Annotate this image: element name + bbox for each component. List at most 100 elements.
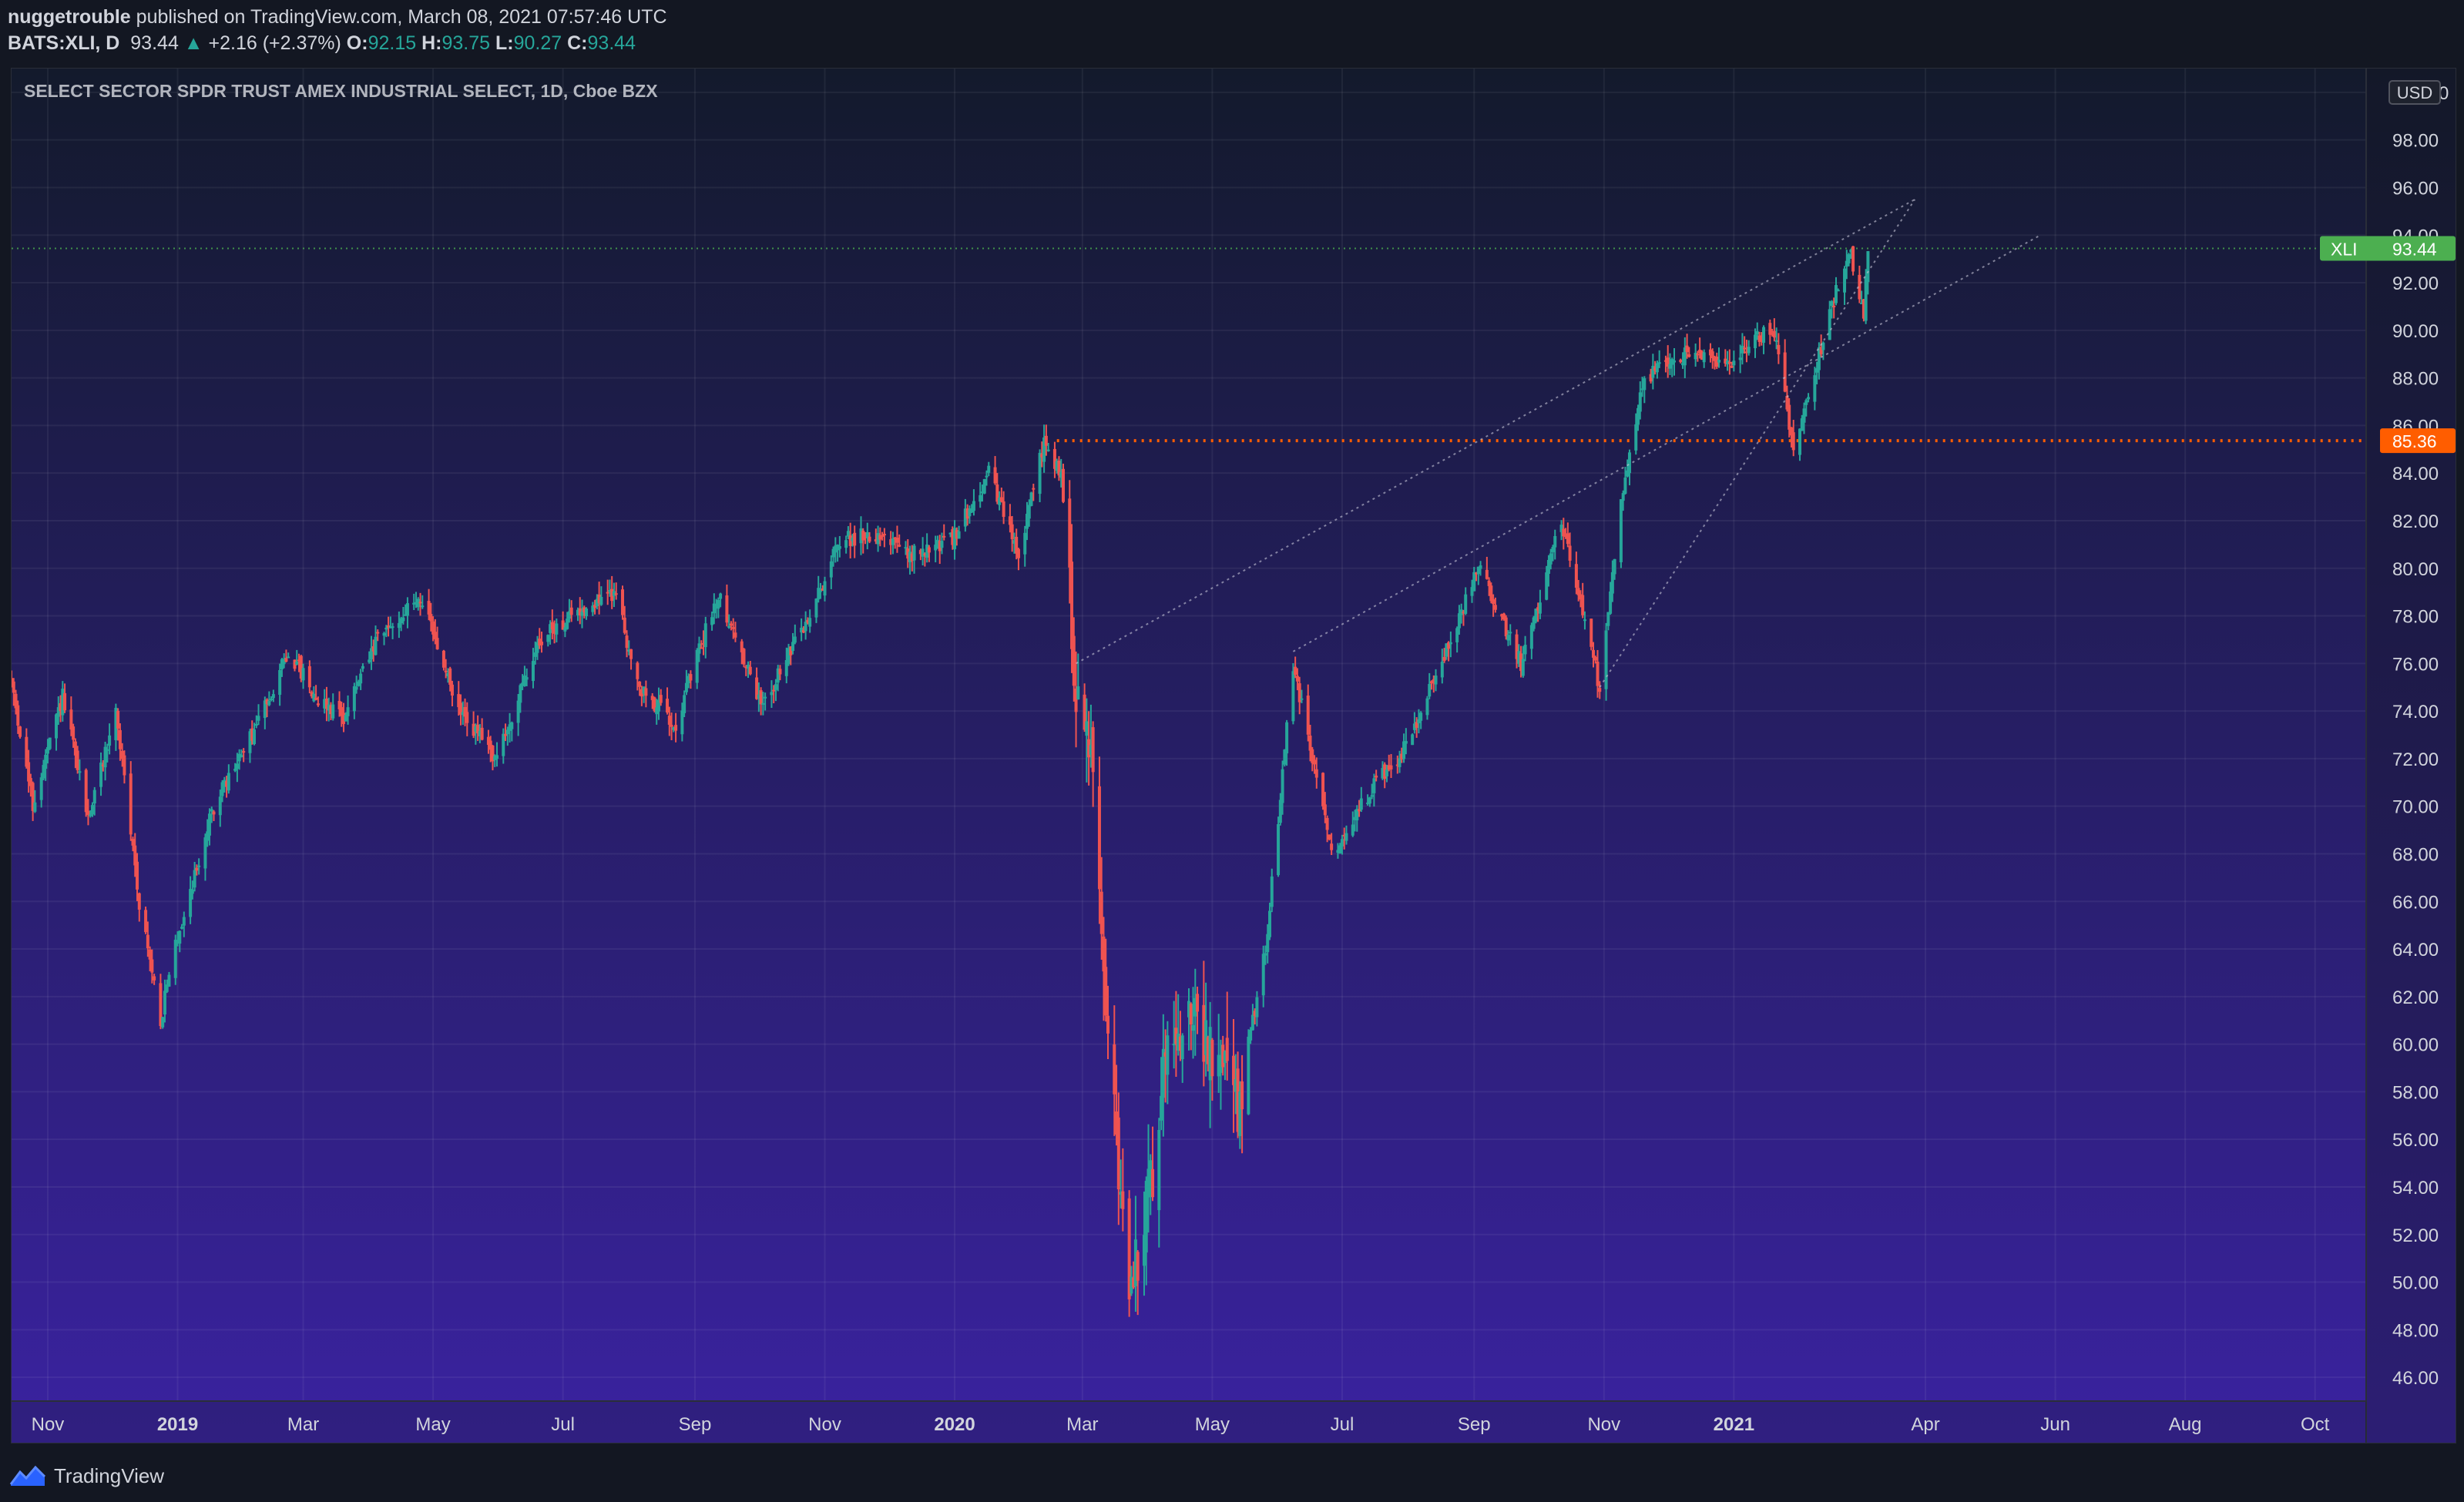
time-tick-label: Nov	[808, 1414, 841, 1435]
candle-body	[898, 545, 901, 547]
candle-body	[1579, 594, 1583, 600]
symbol-label: BATS:XLI, D	[8, 32, 120, 54]
candle-body	[450, 684, 454, 696]
candle-body	[1040, 454, 1044, 458]
chart-background	[12, 69, 2456, 1443]
candle-body	[1285, 722, 1289, 754]
time-axis[interactable]	[12, 1401, 2366, 1443]
candle-body	[710, 617, 714, 625]
candle-body	[742, 649, 746, 665]
candle-body	[1485, 569, 1489, 579]
candle-body	[889, 539, 893, 545]
time-tick-label: Sep	[1458, 1414, 1491, 1435]
price-tick-label: 62.00	[2392, 987, 2439, 1008]
candle-body	[1653, 367, 1657, 371]
candle-body	[1538, 602, 1542, 614]
candle-body	[165, 984, 169, 992]
candle-body	[1008, 516, 1012, 525]
candle-body	[1732, 360, 1736, 366]
candle-body	[405, 603, 409, 616]
candle-body	[1493, 605, 1497, 610]
candle-body	[1012, 540, 1016, 544]
trendlines-layer[interactable]	[1076, 199, 2041, 688]
candle-body	[1385, 769, 1388, 776]
candle-body	[1255, 997, 1259, 1018]
candle-body	[31, 783, 35, 811]
candle-body	[176, 940, 180, 942]
candle-body	[1002, 501, 1005, 518]
candle-body	[1657, 362, 1661, 364]
price-tick-label: 76.00	[2392, 654, 2439, 675]
candle-body	[776, 668, 780, 683]
candle-body	[731, 627, 735, 629]
trendline-steep-support[interactable]	[1599, 199, 1916, 688]
candle-body	[1866, 251, 1870, 283]
candle-body	[133, 845, 137, 866]
price-tick-label: 96.00	[2392, 178, 2439, 199]
candle-body	[666, 699, 670, 713]
price-tick-label: 92.00	[2392, 273, 2439, 294]
candle-body	[1266, 934, 1270, 953]
candle-body	[329, 706, 333, 715]
candle-body	[250, 728, 254, 741]
candle-body	[488, 740, 492, 750]
candle-body	[1370, 795, 1374, 797]
candle-body	[774, 684, 777, 690]
candle-body	[552, 624, 556, 634]
candle-body	[1068, 498, 1072, 568]
candle-body	[505, 729, 509, 735]
candle-body	[951, 529, 955, 545]
candle-body	[935, 539, 939, 549]
candle-body	[1821, 342, 1825, 350]
candle-body	[307, 666, 311, 688]
candle-body	[92, 790, 96, 804]
high-value: 93.75	[441, 32, 491, 54]
candle-body	[1583, 619, 1586, 622]
price-chart[interactable]: 46.00 48.00 50.00 52.00 54.00 56.00 58.00 60.00…	[12, 69, 2456, 1443]
candle-body	[12, 681, 15, 693]
candle-body	[1281, 769, 1284, 803]
candle-body	[784, 660, 788, 676]
candle-body	[1655, 363, 1659, 373]
candle-body	[45, 746, 49, 754]
candle-body	[1564, 535, 1568, 538]
candle-body	[1166, 1035, 1170, 1075]
candle-body	[968, 509, 972, 517]
candle-body	[1219, 1056, 1223, 1073]
candle-body	[190, 890, 194, 894]
candle-body	[257, 716, 260, 721]
candle-body	[793, 636, 797, 643]
candle-body	[834, 545, 838, 553]
candle-body	[1177, 1033, 1180, 1051]
candle-body	[1400, 753, 1404, 759]
candle-body	[1830, 301, 1834, 307]
candle-body	[297, 659, 301, 662]
author-name[interactable]: nuggetrouble	[8, 6, 131, 28]
time-tick-label: Sep	[679, 1414, 712, 1435]
chart-pane[interactable]: 46.00 48.00 50.00 52.00 54.00 56.00 58.00 60.00…	[11, 68, 2456, 1443]
candle-body	[801, 629, 805, 633]
candle-body	[146, 934, 149, 948]
candle-body	[700, 647, 703, 649]
candle-body	[1777, 344, 1781, 354]
candle-body	[1236, 1068, 1240, 1132]
candle-body	[78, 771, 82, 773]
candle-body	[76, 750, 79, 770]
candle-body	[1161, 1048, 1165, 1098]
candle-body	[1253, 1011, 1257, 1016]
candle-body	[293, 659, 297, 669]
candle-body	[597, 594, 601, 603]
trendline-lower-channel[interactable]	[1292, 234, 2041, 652]
candle-body	[1717, 360, 1721, 363]
candle-body	[576, 609, 579, 615]
candle-body	[270, 698, 274, 700]
price-axis[interactable]	[2366, 69, 2456, 1443]
price-tick-label: 48.00	[2392, 1320, 2439, 1341]
candle-body	[271, 694, 275, 699]
candle-body	[1016, 548, 1020, 558]
candle-body	[1772, 330, 1776, 338]
candle-body	[474, 726, 478, 732]
candle-body	[1487, 580, 1491, 586]
footer-brand-text[interactable]: TradingView	[54, 1463, 165, 1487]
candle-body	[595, 598, 599, 607]
